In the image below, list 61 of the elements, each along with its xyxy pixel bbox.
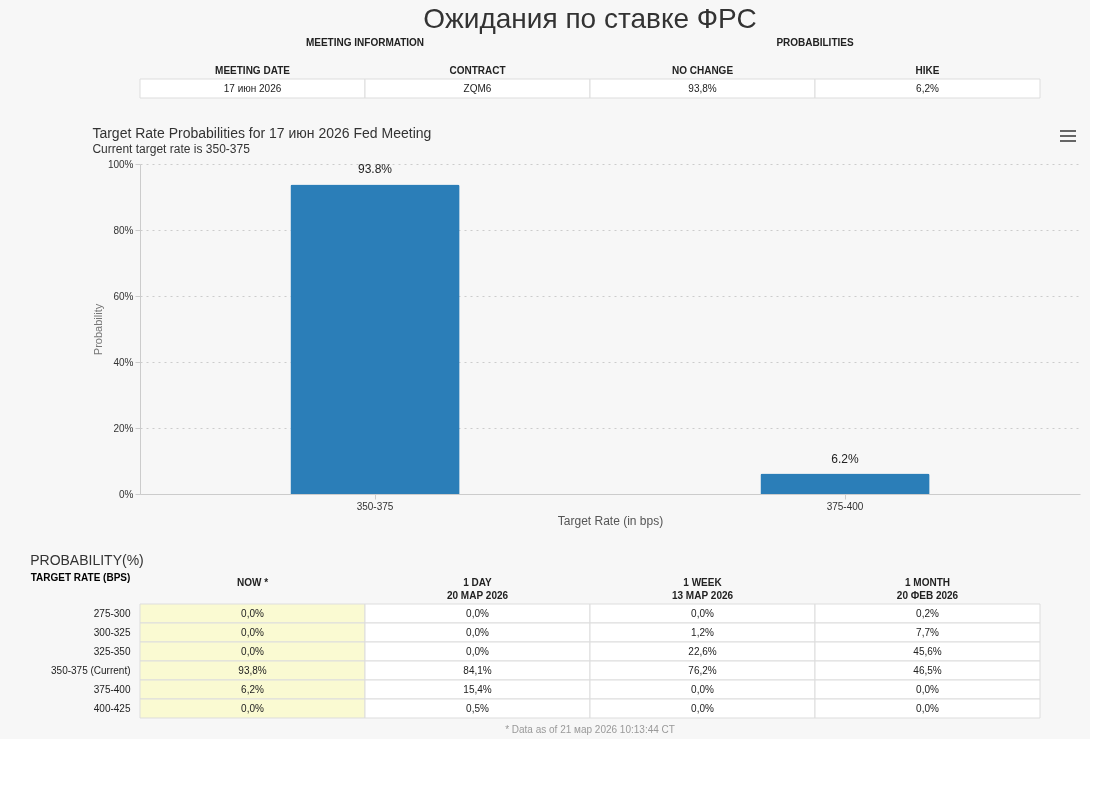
category-label: NO CHANGE	[671, 64, 734, 76]
text: 0,5%	[466, 702, 489, 714]
chart-title: Target Rate Probabilities for 17 июн 2026 Fed Meeting	[92, 125, 432, 141]
y-tick-label: 0%	[119, 488, 134, 500]
text: 1,2%	[691, 626, 714, 638]
category-label: CONTRACT	[449, 64, 506, 76]
text: 17 июн 2026	[223, 82, 282, 94]
text: 0,0%	[691, 702, 714, 714]
category-label: 400-425	[93, 702, 131, 714]
text: 6,2%	[241, 683, 264, 695]
text: 0,0%	[466, 607, 489, 619]
text: 0,0%	[691, 683, 714, 695]
category-label: 1 DAY 20 МАР 2026	[446, 576, 509, 601]
category-label: 300-325	[93, 626, 131, 638]
category-label: HIKE	[915, 64, 940, 76]
x-axis-title: Target Rate (in bps)	[557, 513, 664, 528]
text: 0,0%	[241, 645, 264, 657]
text: 93,8%	[688, 82, 717, 94]
category-label: 1 WEEK 13 МАР 2026	[671, 576, 734, 601]
y-tick-label: 20%	[113, 422, 134, 434]
text: 46,5%	[913, 664, 942, 676]
data-label: 93.8%	[357, 162, 393, 177]
category-label: 350-375 (Current)	[51, 664, 131, 676]
text: 0,0%	[466, 626, 489, 638]
text: 6,2%	[916, 82, 939, 94]
text: 0,0%	[241, 626, 264, 638]
text: * Data as of 21 мар 2026 10:13:44 CT	[505, 724, 675, 735]
category-label: 275-300	[93, 607, 131, 619]
text: 45,6%	[913, 645, 942, 657]
chart-subtitle: Current target rate is 350-375	[92, 142, 251, 156]
text: ZQM6	[463, 82, 492, 94]
text: 0,2%	[916, 607, 939, 619]
text: 7,7%	[916, 626, 939, 638]
text: 0,0%	[241, 607, 264, 619]
text: 76,2%	[688, 664, 717, 676]
text: Ожидания по ставке ФРС	[423, 3, 757, 34]
category-label: MEETING DATE	[215, 64, 291, 76]
text: 0,0%	[241, 702, 264, 714]
category-label: 325-350	[93, 645, 131, 657]
y-tick-label: 60%	[113, 290, 134, 302]
x-tick-label: 350-375	[356, 500, 394, 512]
y-tick-label: 80%	[113, 224, 134, 236]
text: 0,0%	[466, 645, 489, 657]
text: PROBABILITIES	[776, 37, 854, 48]
text: 0,0%	[916, 702, 939, 714]
text: 15,4%	[463, 683, 492, 695]
text: MEETING INFORMATION	[305, 37, 425, 48]
y-tick-label: 40%	[113, 356, 134, 368]
y-axis-title: Probability	[91, 303, 104, 356]
y-tick-label: 100%	[107, 158, 134, 170]
text: TARGET RATE (BPS)	[30, 571, 131, 583]
data-label: 6.2%	[831, 451, 859, 466]
text: 84,1%	[463, 664, 492, 676]
category-label: NOW *	[236, 576, 269, 588]
text: PROBABILITY(%)	[30, 552, 144, 568]
text: 0,0%	[691, 607, 714, 619]
category-label: 1 MONTH 20 ФЕВ 2026	[896, 576, 959, 601]
text: 93,8%	[238, 664, 267, 676]
text: 22,6%	[688, 645, 717, 657]
category-label: 375-400	[93, 683, 131, 695]
text: 0,0%	[916, 683, 939, 695]
